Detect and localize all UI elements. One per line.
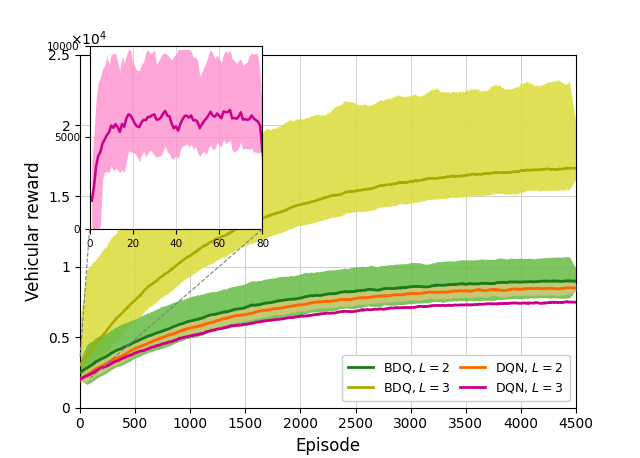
- X-axis label: Episode: Episode: [296, 437, 360, 455]
- Text: $\times10^{4}$: $\times10^{4}$: [70, 29, 107, 48]
- Legend: BDQ, $L = 2$, BDQ, $L = 3$, DQN, $L = 2$, DQN, $L = 3$: BDQ, $L = 2$, BDQ, $L = 3$, DQN, $L = 2$…: [342, 354, 570, 401]
- Y-axis label: Vehicular reward: Vehicular reward: [25, 162, 43, 301]
